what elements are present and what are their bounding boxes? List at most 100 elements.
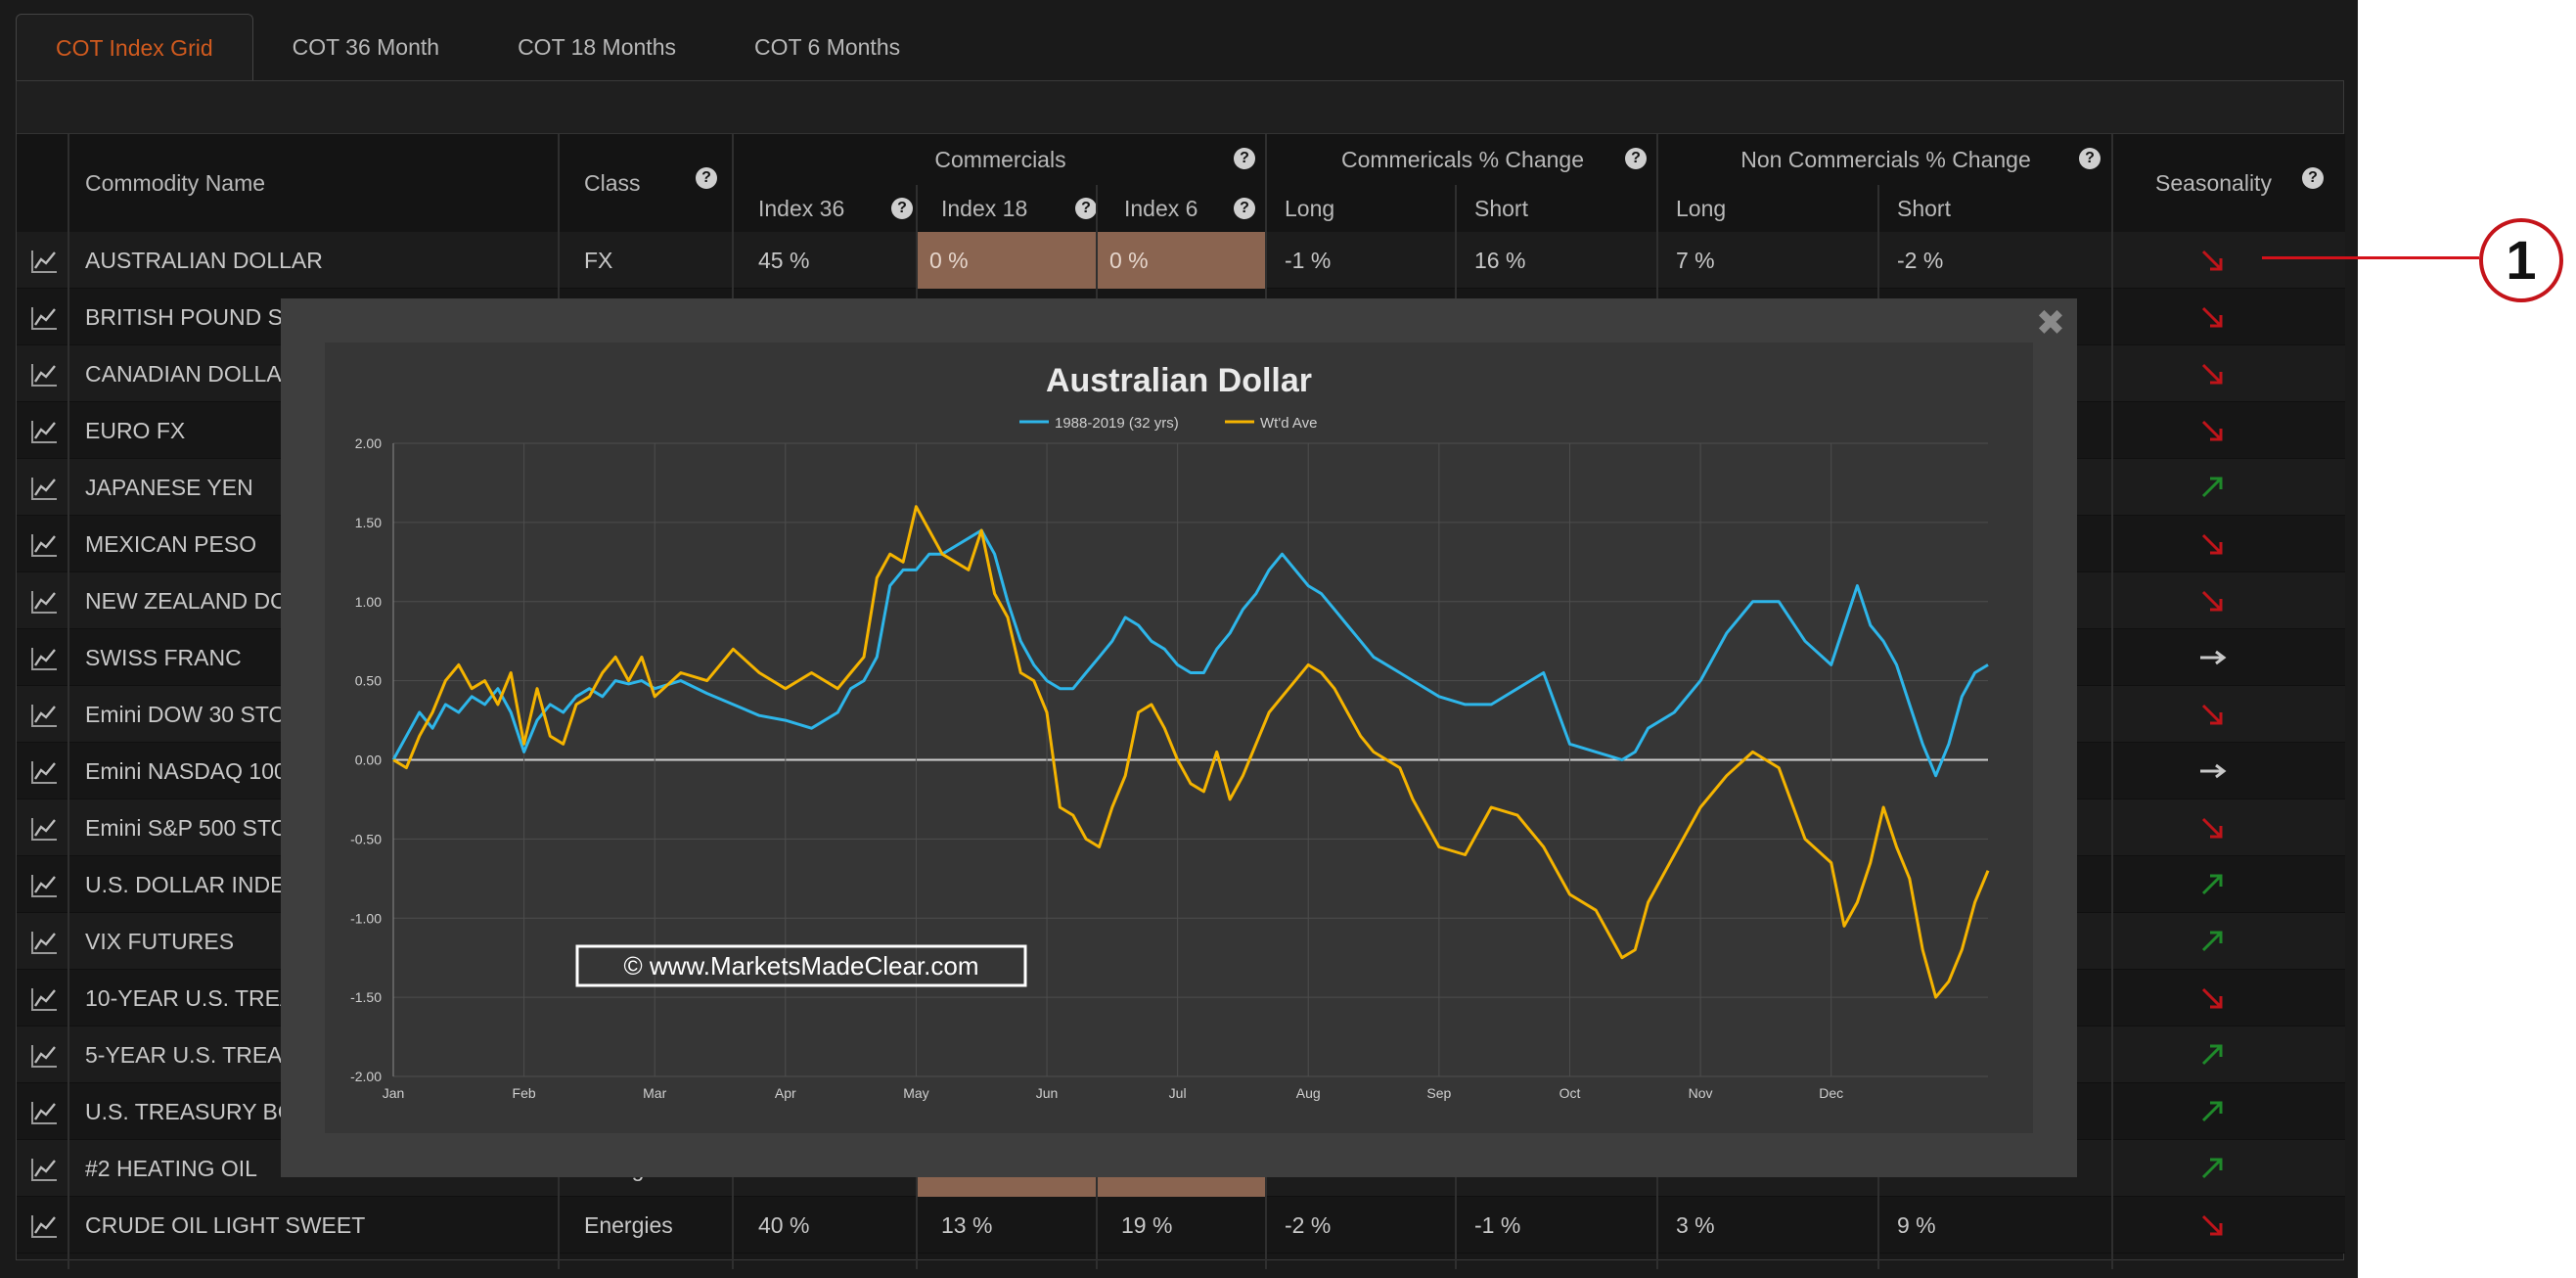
index36-help-icon[interactable]: ? xyxy=(891,198,913,219)
trend-down-arrow-icon xyxy=(2201,250,2223,271)
x-tick-label: Oct xyxy=(1559,1085,1581,1101)
y-tick-label: 1.50 xyxy=(355,515,382,530)
trend-down-arrow-icon xyxy=(2201,306,2223,328)
index6-cell: 0 % xyxy=(1098,232,1265,289)
table-row[interactable]: AUSTRALIAN DOLLAR FX 45 % 0 % 0 % -1 % 16 % 7 %… xyxy=(17,232,2345,289)
grid-toolbar xyxy=(17,81,2343,134)
x-tick-label: Jul xyxy=(1169,1085,1187,1101)
noncomm-short-cell: -2 % xyxy=(1897,248,1944,273)
watermark-box xyxy=(575,944,1027,987)
trend-down-arrow-icon xyxy=(2201,1214,2223,1236)
class-cell: Energies xyxy=(584,1212,673,1238)
tab-cot-18-months[interactable]: COT 18 Months xyxy=(518,34,676,60)
line-chart-icon[interactable] xyxy=(30,1155,58,1182)
chart-title: Australian Dollar xyxy=(1046,362,1312,399)
comm-change-help-icon[interactable]: ? xyxy=(1625,148,1647,169)
header-index-18[interactable]: Index 18 xyxy=(941,195,1028,221)
line-chart-icon[interactable] xyxy=(30,814,58,842)
line-chart-icon[interactable] xyxy=(30,474,58,501)
header-noncommercials-pct-change: Non Commercials % Change xyxy=(1740,146,2031,172)
x-tick-label: Mar xyxy=(643,1085,666,1101)
line-chart-icon[interactable] xyxy=(30,984,58,1012)
header-class[interactable]: Class xyxy=(584,169,641,196)
header-index-6[interactable]: Index 6 xyxy=(1124,195,1198,221)
tab-cot-6-months[interactable]: COT 6 Months xyxy=(753,34,901,60)
class-cell: FX xyxy=(584,248,613,273)
trend-down-arrow-icon xyxy=(2201,987,2223,1009)
commercials-help-icon[interactable]: ? xyxy=(1234,148,1255,169)
y-tick-label: 0.50 xyxy=(355,673,382,689)
trend-up-arrow-icon xyxy=(2201,1158,2223,1179)
x-tick-label: Jan xyxy=(383,1085,405,1101)
line-chart-icon[interactable] xyxy=(30,1041,58,1069)
line-chart-icon[interactable] xyxy=(30,247,58,274)
header-commercials-pct-change: Commericals % Change xyxy=(1341,146,1584,172)
x-tick-label: Sep xyxy=(1426,1085,1451,1101)
trend-flat-arrow-icon xyxy=(2200,763,2227,779)
seasonality-chart-popup: ✖ Australian Dollar 1988-2019 (32 yrs) Wt'… xyxy=(281,298,2077,1177)
series-line-0 xyxy=(391,528,1989,778)
trend-up-arrow-icon xyxy=(2201,874,2223,895)
table-row[interactable]: CRUDE OIL LIGHT SWEET Energies 40 % 13 % 19 … xyxy=(17,1197,2345,1254)
commodity-name: CRUDE OIL LIGHT SWEET xyxy=(85,1212,366,1238)
tab-cot-36-month[interactable]: COT 36 Month xyxy=(292,34,440,60)
x-tick-label: Dec xyxy=(1819,1085,1843,1101)
tab-bar: COT Index Grid COT 36 Month COT 18 Month… xyxy=(16,14,939,80)
header-noncomm-long[interactable]: Long xyxy=(1676,195,1727,221)
header-seasonality[interactable]: Seasonality xyxy=(2155,169,2272,196)
trend-flat-arrow-icon xyxy=(2200,650,2227,665)
header-commodity-name[interactable]: Commodity Name xyxy=(85,169,266,196)
y-tick-label: -1.50 xyxy=(350,989,382,1005)
commodity-name: AUSTRALIAN DOLLAR xyxy=(85,248,323,273)
line-chart-icon[interactable] xyxy=(30,757,58,785)
close-icon[interactable]: ✖ xyxy=(2035,302,2066,342)
header-noncomm-short[interactable]: Short xyxy=(1897,195,1951,221)
line-chart-icon[interactable] xyxy=(30,587,58,615)
index36-cell: 45 % xyxy=(758,248,810,273)
watermark-text: © www.MarketsMadeClear.com xyxy=(623,951,978,981)
trend-down-arrow-icon xyxy=(2201,533,2223,555)
line-chart-icon[interactable] xyxy=(30,360,58,388)
x-tick-label: May xyxy=(903,1085,928,1101)
index18-help-icon[interactable]: ? xyxy=(1075,198,1097,219)
index6-help-icon[interactable]: ? xyxy=(1234,198,1255,219)
comm-long-cell: -1 % xyxy=(1285,248,1332,273)
commodity-name: Emini NASDAQ 100 xyxy=(85,758,287,784)
annotation-marker-1: 1 xyxy=(2479,218,2563,302)
line-chart-icon[interactable] xyxy=(30,530,58,558)
class-help-icon[interactable]: ? xyxy=(696,167,717,189)
app-window: COT Index Grid COT 36 Month COT 18 Month… xyxy=(0,0,2358,1278)
legend-label-1: Wt'd Ave xyxy=(1260,415,1317,432)
commodity-name: VIX FUTURES xyxy=(85,929,235,954)
chart-area: Australian Dollar 1988-2019 (32 yrs) Wt'd … xyxy=(325,342,2033,1133)
trend-down-arrow-icon xyxy=(2201,363,2223,385)
line-chart-icon[interactable] xyxy=(30,701,58,728)
x-tick-label: Feb xyxy=(513,1085,536,1101)
grid-header: Commodity Name Class ? Commercials ? Com… xyxy=(17,134,2345,232)
line-chart-icon[interactable] xyxy=(30,871,58,898)
line-chart-icon[interactable] xyxy=(30,928,58,955)
series-line-1 xyxy=(392,505,1990,999)
header-comm-long[interactable]: Long xyxy=(1285,195,1335,221)
seasonality-help-icon[interactable]: ? xyxy=(2302,167,2324,189)
line-chart-icon[interactable] xyxy=(30,303,58,331)
header-index-36[interactable]: Index 36 xyxy=(758,195,845,221)
x-tick-label: Apr xyxy=(775,1085,796,1101)
noncomm-change-help-icon[interactable]: ? xyxy=(2079,148,2101,169)
noncomm-long-cell: 7 % xyxy=(1676,248,1715,273)
commodity-name: U.S. DOLLAR INDEX xyxy=(85,872,300,897)
trend-down-arrow-icon xyxy=(2201,590,2223,612)
header-comm-short[interactable]: Short xyxy=(1474,195,1528,221)
comm-short-cell: -1 % xyxy=(1474,1212,1521,1238)
index6-cell: 19 % xyxy=(1121,1212,1173,1238)
x-tick-label: Nov xyxy=(1689,1085,1713,1101)
line-chart-icon[interactable] xyxy=(30,1098,58,1125)
line-chart-icon[interactable] xyxy=(30,1211,58,1239)
line-chart-icon[interactable] xyxy=(30,417,58,444)
comm-short-cell: 16 % xyxy=(1474,248,1526,273)
line-chart-icon[interactable] xyxy=(30,644,58,671)
trend-down-arrow-icon xyxy=(2201,420,2223,441)
y-tick-label: -2.00 xyxy=(350,1069,382,1084)
trend-up-arrow-icon xyxy=(2201,477,2223,498)
tab-cot-index-grid[interactable]: COT Index Grid xyxy=(16,14,253,80)
